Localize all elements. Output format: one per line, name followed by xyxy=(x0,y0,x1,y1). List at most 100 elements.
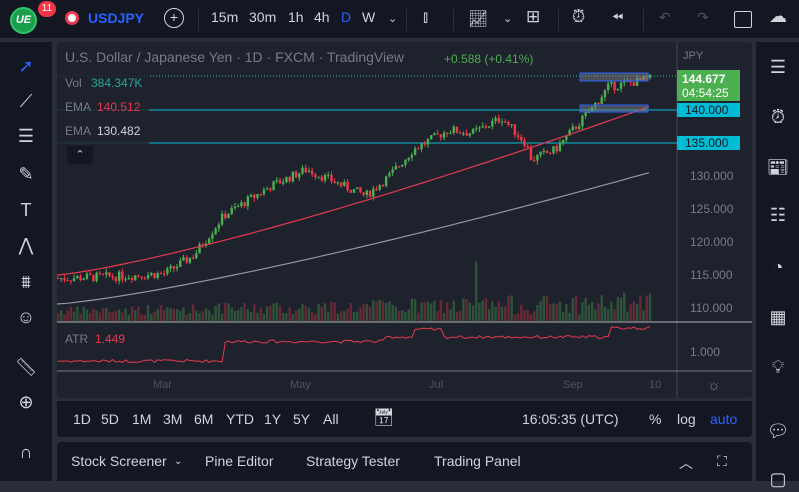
redo-icon[interactable]: ↷ xyxy=(697,9,709,25)
volume-bar xyxy=(76,306,79,321)
prediction-icon[interactable]: ⩩ xyxy=(21,272,31,292)
tab-stock-screener[interactable]: Stock Screener xyxy=(71,453,167,469)
chart-area[interactable]: U.S. Dollar / Japanese Yen · 1D · FXCM ·… xyxy=(57,42,752,398)
candle xyxy=(468,133,472,136)
alarm-add-icon[interactable]: ⏰︎ xyxy=(572,7,586,26)
trendline-icon[interactable]: ⟋ xyxy=(19,91,33,111)
logo[interactable]: UE xyxy=(10,7,37,34)
interval-w[interactable]: W xyxy=(362,9,376,25)
volume-bar xyxy=(265,306,269,321)
log-toggle[interactable]: log xyxy=(677,411,696,427)
volume-bar xyxy=(124,308,127,321)
news-icon[interactable]: 📰︎ xyxy=(766,157,790,177)
range-5d[interactable]: 5D xyxy=(101,411,119,427)
atr-legend: ATR 1.449 xyxy=(59,328,135,348)
maximize-icon[interactable]: ⛶ xyxy=(717,453,727,469)
auto-toggle[interactable]: auto xyxy=(710,411,738,427)
volume-bar xyxy=(314,314,317,321)
interval-d[interactable]: D xyxy=(341,9,352,25)
chats-icon[interactable]: 💬︎ xyxy=(766,421,790,441)
candle xyxy=(278,180,282,184)
layout-icon[interactable]: ⊞ xyxy=(526,7,541,26)
percent-toggle[interactable]: % xyxy=(649,411,662,427)
ruler-icon[interactable]: 📏︎ xyxy=(14,357,38,377)
brush-icon[interactable]: ✎ xyxy=(18,164,34,184)
calendar-icon[interactable]: ▦ xyxy=(769,307,787,327)
candle xyxy=(330,174,333,182)
candle xyxy=(616,88,620,91)
candle xyxy=(85,273,89,279)
emoji-icon[interactable]: ☺ xyxy=(16,307,36,327)
tab-strategy-tester[interactable]: Strategy Tester xyxy=(306,453,400,469)
chevron-down-icon[interactable]: ⌄ xyxy=(503,13,513,25)
volume-bar xyxy=(134,310,137,321)
volume-bar xyxy=(317,304,320,321)
candle xyxy=(137,275,140,277)
volume-bar xyxy=(384,303,388,321)
magnet-icon[interactable]: ∩ xyxy=(19,442,33,462)
candles-icon[interactable]: ⫾ xyxy=(423,9,429,26)
symbol-search[interactable]: USDJPY xyxy=(88,10,145,26)
flag-icon xyxy=(65,11,79,25)
clock[interactable]: 16:05:35 (UTC) xyxy=(522,411,619,427)
support-zone[interactable] xyxy=(579,104,649,113)
zoom-in-icon[interactable]: ⊕ xyxy=(18,392,34,412)
tab-trading-panel[interactable]: Trading Panel xyxy=(434,453,521,469)
currency-label[interactable]: JPY xyxy=(683,50,704,62)
interval-4h[interactable]: 4h xyxy=(314,9,330,25)
range-1m[interactable]: 1M xyxy=(132,411,152,427)
chevron-down-icon[interactable]: ⌄ xyxy=(388,13,398,25)
indicators-icon[interactable]: 📈︎ xyxy=(468,11,489,28)
alerts-icon[interactable]: ⏰︎ xyxy=(770,107,786,127)
range-3m[interactable]: 3M xyxy=(163,411,183,427)
data-window-icon[interactable]: ☷ xyxy=(769,205,787,225)
candle xyxy=(259,194,262,196)
interval-15m[interactable]: 15m xyxy=(211,9,239,25)
volume-bar xyxy=(57,313,60,321)
chevron-up-icon[interactable]: ︿ xyxy=(679,455,693,471)
collapse-legend-button[interactable]: ⌃ xyxy=(67,146,93,164)
price-chart[interactable]: U.S. Dollar / Japanese Yen · 1D · FXCM ·… xyxy=(57,42,752,398)
candle xyxy=(478,127,481,129)
resistance-zone[interactable] xyxy=(579,72,649,82)
chevron-down-icon[interactable]: ⌄ xyxy=(174,456,183,467)
volume-bar xyxy=(388,301,391,321)
volume-bar xyxy=(545,296,549,321)
ideas-icon[interactable]: 💡︎ xyxy=(771,357,785,377)
volume-bar xyxy=(507,295,510,321)
price-axis[interactable] xyxy=(677,42,752,398)
fib-icon[interactable]: ☰ xyxy=(17,126,35,146)
cursor-icon[interactable]: ➚ xyxy=(18,56,34,76)
range-all[interactable]: All xyxy=(323,411,339,427)
candles xyxy=(57,74,652,285)
hotlists-icon[interactable]: ◔ xyxy=(772,257,784,277)
atr-label[interactable]: ATR xyxy=(65,332,89,346)
divider xyxy=(643,9,644,31)
ema-slow-label[interactable]: EMA xyxy=(65,124,92,138)
range-1d[interactable]: 1D xyxy=(73,411,91,427)
interval-1h[interactable]: 1h xyxy=(288,9,304,25)
fullscreen-icon[interactable] xyxy=(734,11,752,28)
undo-icon[interactable]: ↶ xyxy=(659,9,671,25)
range-6m[interactable]: 6M xyxy=(194,411,214,427)
add-symbol-icon[interactable]: + xyxy=(164,8,184,28)
candle xyxy=(648,74,652,78)
ema-fast-label[interactable]: EMA xyxy=(65,100,92,114)
text-icon[interactable]: T xyxy=(20,200,32,220)
cloud-save-icon[interactable]: ☁︎ xyxy=(769,6,787,26)
pattern-icon[interactable]: ⋀ xyxy=(18,235,34,255)
watchlist-icon[interactable]: ☰ xyxy=(769,57,787,77)
volume-bar xyxy=(549,304,552,321)
volume-bar xyxy=(127,314,130,321)
candle xyxy=(130,278,134,280)
tab-pine-editor[interactable]: Pine Editor xyxy=(205,453,274,469)
replay-icon[interactable]: ⏪︎ xyxy=(612,9,624,25)
streams-icon[interactable]: ▢ xyxy=(769,469,787,489)
range-1y[interactable]: 1Y xyxy=(264,411,282,427)
interval-30m[interactable]: 30m xyxy=(249,9,277,25)
range-ytd[interactable]: YTD xyxy=(226,411,254,427)
goto-date-icon[interactable]: 📅︎ xyxy=(373,408,395,427)
candle xyxy=(491,120,494,127)
settings-gear-icon[interactable]: ☼ xyxy=(707,377,721,394)
range-5y[interactable]: 5Y xyxy=(293,411,311,427)
